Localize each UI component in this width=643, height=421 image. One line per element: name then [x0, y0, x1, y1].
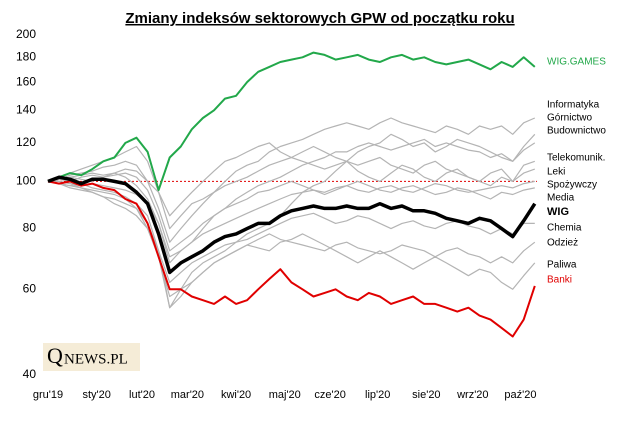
- y-tick-label: 40: [23, 367, 37, 381]
- series-line: [47, 180, 536, 309]
- x-tick-label: wrz'20: [456, 389, 488, 401]
- chart-title: Zmiany indeksów sektorowych GPW od począ…: [125, 10, 514, 27]
- x-tick-label: cze'20: [314, 389, 345, 401]
- x-tick-label: gru'19: [33, 389, 63, 401]
- y-tick-label: 160: [16, 74, 36, 88]
- x-tick-label: lip'20: [365, 389, 390, 401]
- legend-label: Banki: [547, 275, 572, 286]
- legend-label: Media: [547, 193, 575, 204]
- x-tick-label: kwi'20: [221, 389, 251, 401]
- series-line: [47, 51, 536, 192]
- legend-label: Odzież: [547, 238, 578, 249]
- y-tick-label: 120: [16, 135, 36, 149]
- y-tick-label: 180: [16, 49, 36, 63]
- legend-label: Telekomunik.: [547, 153, 605, 164]
- series-line: [47, 142, 536, 217]
- y-tick-label: 60: [23, 282, 37, 296]
- series-line: [48, 180, 535, 258]
- series-line: [47, 138, 536, 264]
- series-line: [48, 180, 536, 298]
- y-tick-label: 80: [23, 221, 37, 235]
- legend-label: Leki: [547, 167, 565, 178]
- x-tick-label: paź'20: [504, 389, 536, 401]
- legend-label: Chemia: [547, 223, 582, 234]
- x-tick-label: lut'20: [129, 389, 155, 401]
- y-tick-label: 100: [16, 174, 36, 188]
- legend-label: Paliwa: [547, 260, 577, 271]
- x-tick-label: mar'20: [171, 389, 204, 401]
- series-line: [47, 175, 537, 275]
- legend-label: Informatyka: [547, 100, 600, 111]
- series-line: [47, 133, 536, 309]
- legend-label: Górnictwo: [547, 113, 592, 124]
- x-tick-label: maj'20: [269, 389, 301, 401]
- legend-label: Budownictwo: [547, 126, 606, 137]
- y-tick-label: 140: [16, 103, 36, 117]
- y-tick-label: 200: [16, 27, 36, 41]
- x-tick-label: sie'20: [412, 389, 440, 401]
- x-tick-label: sty'20: [82, 389, 110, 401]
- logo-text: NEWS.PL: [64, 351, 128, 367]
- logo-initial: Q: [47, 343, 63, 368]
- legend-label: Spożywczy: [547, 180, 597, 191]
- legend-label: WIG: [547, 206, 569, 218]
- logo-box: [43, 343, 140, 371]
- series-line: [47, 180, 536, 338]
- series-line: [47, 117, 536, 243]
- legend-label: WIG.GAMES: [547, 57, 606, 68]
- series-line: [47, 172, 535, 252]
